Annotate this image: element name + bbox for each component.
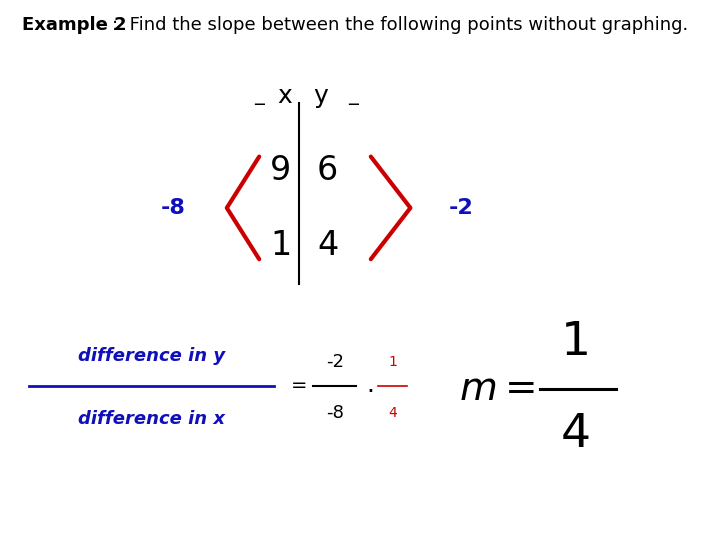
Text: -2: -2 [325, 353, 344, 371]
Text: 1: 1 [388, 355, 397, 369]
Text: y: y [313, 84, 328, 108]
Text: -8: -8 [161, 198, 185, 218]
Text: :  Find the slope between the following points without graphing.: : Find the slope between the following p… [112, 16, 688, 34]
Text: 4: 4 [388, 406, 397, 420]
Text: difference in x: difference in x [78, 409, 225, 428]
Text: difference in y: difference in y [78, 347, 225, 366]
Text: =: = [291, 375, 307, 395]
Text: 9: 9 [270, 153, 292, 187]
Text: Example 2: Example 2 [22, 16, 126, 34]
Text: _: _ [348, 86, 358, 105]
Text: _: _ [254, 86, 264, 105]
Text: $m =$: $m =$ [459, 370, 535, 408]
Text: 1: 1 [270, 229, 292, 262]
Text: 1: 1 [561, 320, 591, 366]
Text: 4: 4 [561, 412, 591, 457]
Text: -8: -8 [326, 404, 343, 422]
Text: .: . [366, 373, 375, 397]
Text: 6: 6 [317, 153, 338, 187]
Text: 4: 4 [317, 229, 338, 262]
Text: x: x [277, 84, 292, 108]
Text: -2: -2 [449, 198, 473, 218]
